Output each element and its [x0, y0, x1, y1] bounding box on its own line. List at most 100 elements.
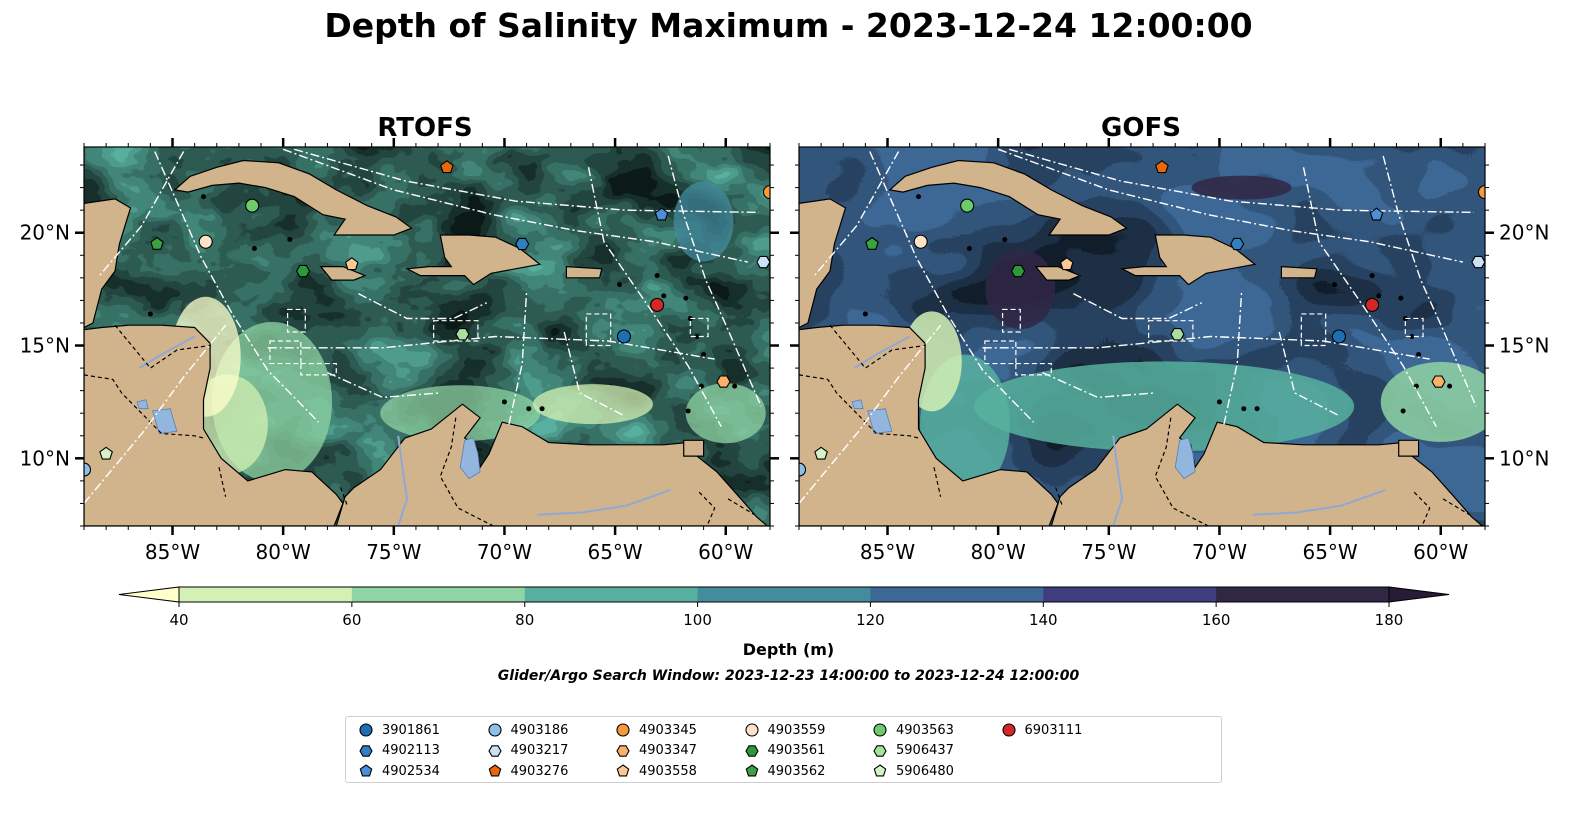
track-line-10 [563, 331, 625, 417]
float-marker-4903345[interactable] [762, 185, 777, 200]
lon-tick-label: 80°W [971, 540, 1026, 564]
lon-tick-label: 65°W [1302, 540, 1357, 564]
country-border-6 [1442, 498, 1470, 516]
legend-marker-pentagon-icon [873, 764, 887, 777]
float-marker-4902113[interactable] [515, 237, 530, 251]
lon-tick-label: 75°W [1081, 540, 1136, 564]
float-marker-4903562[interactable] [865, 236, 879, 250]
legend-label: 5906480 [896, 763, 954, 779]
float-marker-4902534[interactable] [1369, 207, 1384, 221]
legend-marker-circle-icon [873, 723, 887, 737]
float-marker-4903186[interactable] [793, 462, 807, 477]
float-marker-3901861[interactable] [616, 329, 631, 344]
legend-label: 4903561 [767, 743, 826, 758]
float-marker-4903559[interactable] [198, 234, 213, 249]
legend-marker-hexagon-icon [487, 744, 502, 757]
legend-label: 4902534 [382, 763, 440, 779]
small-island-16 [287, 236, 293, 242]
lake-nicaragua [867, 408, 893, 434]
small-island-9 [539, 406, 545, 412]
float-marker-4903562[interactable] [150, 236, 164, 250]
colorbar-segment [870, 587, 1044, 602]
float-marker-4903558[interactable] [344, 257, 359, 271]
track-line-6 [84, 324, 227, 504]
small-island-1 [683, 295, 689, 301]
small-island-7 [1447, 383, 1453, 389]
float-marker-5906480[interactable] [99, 446, 113, 460]
country-border-5 [698, 491, 716, 524]
legend-label: 4902113 [382, 743, 440, 758]
land-hispaniola [405, 234, 542, 286]
land-jamaica [319, 266, 367, 281]
eez-box-0 [286, 308, 306, 333]
float-marker-3901861[interactable] [1331, 329, 1346, 344]
float-marker-6903111[interactable] [1365, 297, 1380, 312]
float-marker-4903561[interactable] [1010, 264, 1026, 278]
small-island-15 [147, 311, 153, 317]
land-yucatan [84, 198, 132, 329]
float-marker-4903347[interactable] [716, 375, 731, 388]
track-line-7 [667, 155, 762, 407]
legend-marker-circle-icon [744, 723, 759, 737]
track-line-5 [587, 167, 722, 428]
legend-marker-hexagon-icon [616, 744, 630, 757]
track-line-3 [982, 335, 1430, 360]
float-marker-5906437[interactable] [455, 328, 470, 341]
lon-tick-label: 75°W [366, 540, 421, 564]
river-1 [537, 488, 671, 516]
legend-label: 4903563 [896, 722, 954, 738]
small-island-3 [1409, 334, 1415, 339]
legend-marker-circle-icon [1001, 723, 1016, 737]
float-marker-5906480[interactable] [814, 446, 828, 460]
country-border-3 [1055, 487, 1063, 506]
legend-label: 4903558 [639, 763, 697, 779]
float-marker-4903563[interactable] [960, 198, 975, 213]
lat-tick-label: 10°N [20, 446, 70, 470]
land-trinidad [683, 439, 705, 457]
float-marker-4903217[interactable] [1471, 255, 1485, 269]
legend-label: 4903345 [639, 722, 697, 738]
float-marker-4903559[interactable] [913, 234, 928, 249]
float-marker-4903345[interactable] [1477, 185, 1492, 200]
float-marker-4903347[interactable] [1431, 375, 1446, 388]
country-border-1 [114, 324, 211, 369]
lake-managua [851, 399, 864, 410]
float-marker-4903558[interactable] [1059, 257, 1074, 271]
land-puertorico [565, 265, 603, 279]
small-island-15 [862, 311, 868, 317]
small-island-0 [661, 293, 667, 299]
eez-box-5 [689, 317, 709, 338]
float-marker-4903217[interactable] [756, 255, 770, 269]
legend-marker-pentagon-icon [488, 764, 501, 777]
eez-box-2 [300, 362, 337, 376]
float-marker-4903186[interactable] [78, 462, 92, 477]
legend-item-4903563: 4903563 [872, 720, 954, 740]
float-marker-4903563[interactable] [245, 198, 260, 213]
lon-tick-label: 60°W [1413, 540, 1468, 564]
land-cuba [888, 159, 1128, 236]
float-marker-4902113[interactable] [1230, 237, 1245, 251]
float-marker-4903276[interactable] [440, 160, 454, 174]
float-marker-6903111[interactable] [650, 297, 665, 312]
float-marker-4902534[interactable] [654, 207, 669, 221]
lake-nicaragua [152, 408, 178, 434]
legend-item-4902113: 4902113 [358, 741, 440, 761]
land-southam [1050, 403, 1485, 526]
river-0 [1112, 435, 1124, 526]
eez-box-5 [1404, 317, 1424, 338]
small-island-4 [701, 352, 707, 358]
colorbar-segment [697, 587, 871, 602]
lon-tick-label: 80°W [256, 540, 311, 564]
float-marker-5906437[interactable] [1170, 328, 1185, 341]
track-line-9 [1073, 292, 1203, 320]
track-line-2 [294, 148, 759, 214]
float-marker-4903561[interactable] [295, 264, 311, 278]
legend-item-4903345: 4903345 [615, 720, 697, 740]
legend-item-5906437: 5906437 [872, 741, 954, 761]
track-line-1 [282, 148, 749, 263]
legend-marker-hexagon-icon [873, 744, 887, 757]
float-marker-4903276[interactable] [1155, 160, 1169, 174]
eez-box-1 [269, 340, 302, 365]
lake-managua [136, 399, 149, 410]
small-island-13 [251, 246, 257, 252]
